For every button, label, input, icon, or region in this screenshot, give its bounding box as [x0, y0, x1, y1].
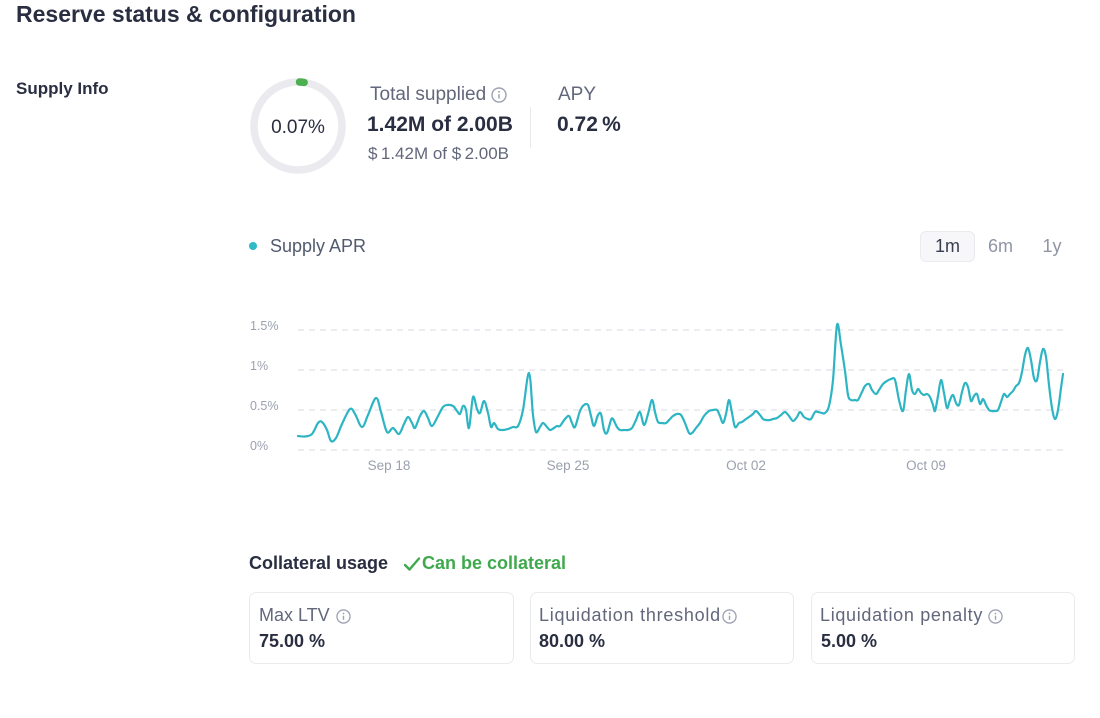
svg-text:1%: 1% [250, 359, 268, 373]
svg-text:Sep 18: Sep 18 [368, 458, 411, 473]
svg-text:0.5%: 0.5% [250, 399, 279, 413]
svg-text:Oct 09: Oct 09 [906, 458, 946, 473]
svg-text:0%: 0% [250, 439, 268, 453]
svg-text:Oct 02: Oct 02 [726, 458, 766, 473]
svg-text:Sep 25: Sep 25 [547, 458, 590, 473]
svg-text:1.5%: 1.5% [250, 319, 279, 333]
